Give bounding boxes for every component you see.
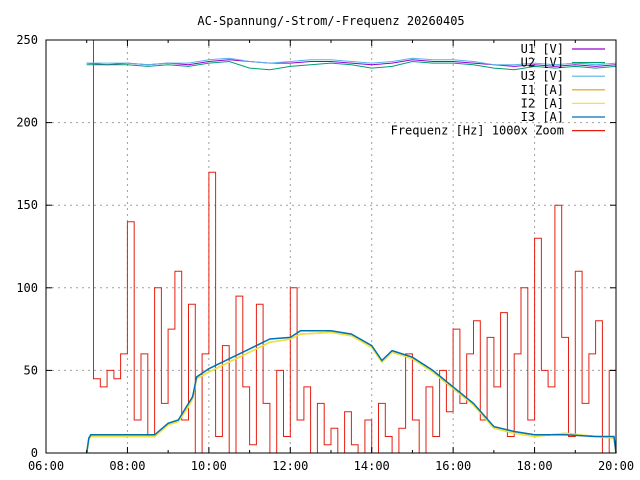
chart-title: AC-Spannung/-Strom/-Frequenz 20260405: [197, 14, 464, 28]
x-tick-label: 14:00: [354, 459, 390, 473]
ticks: 0 50 100 150 200 250 06:00 08:00 10:00 12:00 14:00…: [16, 33, 634, 473]
legend-label: U2 [V]: [521, 56, 564, 70]
x-tick-label: 08:00: [109, 459, 145, 473]
y-tick-label: 50: [24, 363, 38, 377]
legend-label: U3 [V]: [521, 69, 564, 83]
y-tick-label: 250: [16, 33, 38, 47]
legend-label: I2 [A]: [521, 96, 564, 110]
legend-label: Frequenz [Hz] 1000x Zoom: [391, 124, 564, 138]
legend: U1 [V]U2 [V]U3 [V]I1 [A]I2 [A]I3 [A]Freq…: [391, 42, 605, 138]
x-tick-label: 12:00: [272, 459, 308, 473]
x-tick-label: 10:00: [191, 459, 227, 473]
legend-label: U1 [V]: [521, 42, 564, 56]
series-frequenz-hz-1000x-zoom-line: [86, 39, 617, 454]
y-tick-label: 200: [16, 116, 38, 130]
x-tick-label: 20:00: [598, 459, 634, 473]
x-tick-label: 06:00: [28, 459, 64, 473]
y-tick-label: 0: [31, 446, 38, 460]
y-tick-label: 150: [16, 198, 38, 212]
x-tick-label: 16:00: [435, 459, 471, 473]
series-u1-v-line: [86, 59, 617, 67]
series-u2-v-line: [86, 60, 617, 71]
series-u3-v-line: [86, 57, 617, 66]
legend-label: I3 [A]: [521, 110, 564, 124]
series-i2-a-line: [85, 331, 617, 454]
x-tick-label: 18:00: [517, 459, 553, 473]
series-i3-a-line: [85, 330, 617, 454]
series-group: [85, 39, 617, 454]
legend-label: I1 [A]: [521, 83, 564, 97]
y-tick-label: 100: [16, 281, 38, 295]
